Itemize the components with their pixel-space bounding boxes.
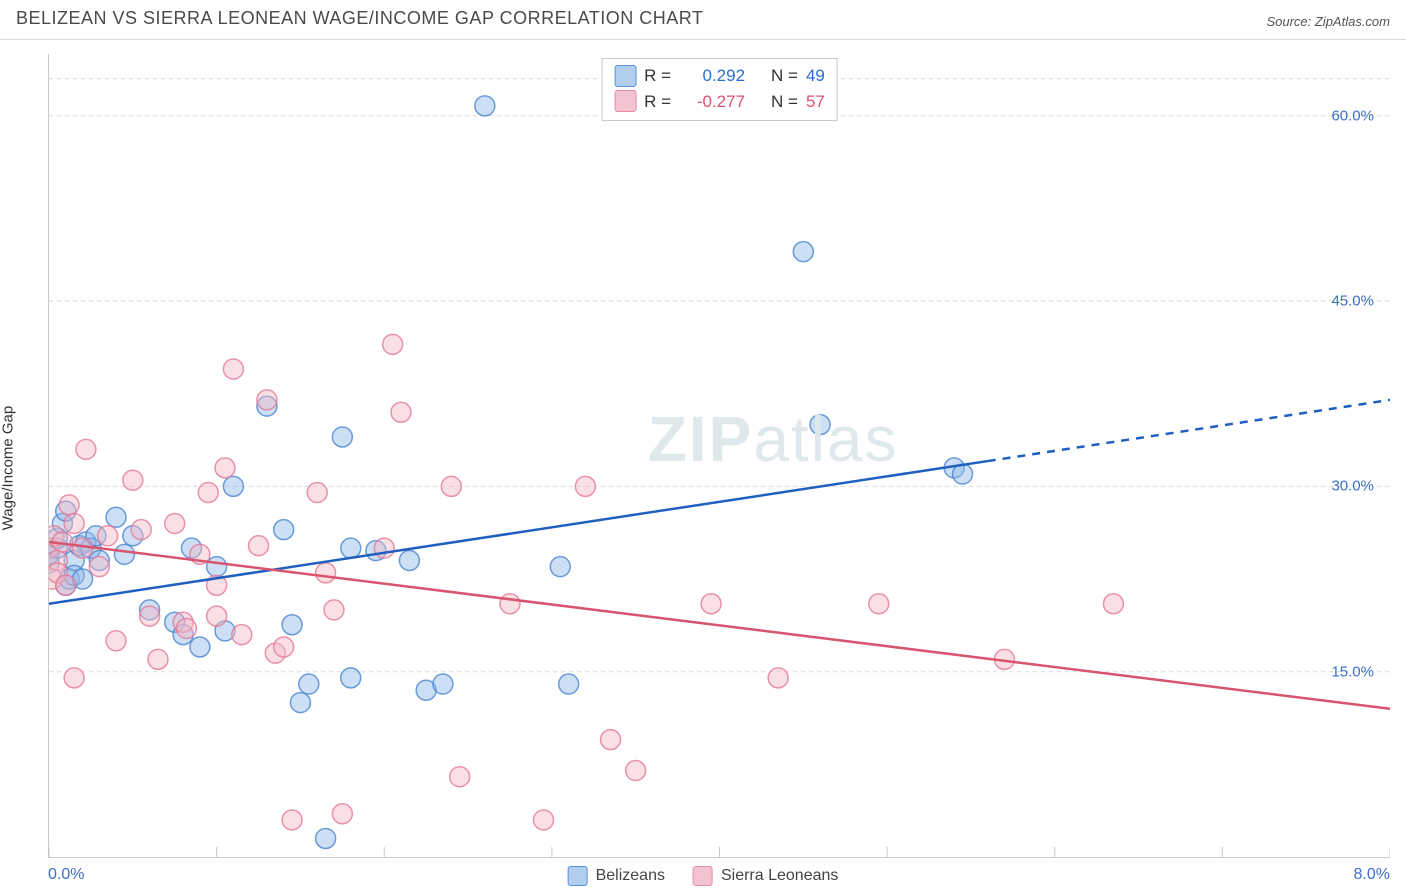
legend-label-pink: Sierra Leoneans [721, 867, 838, 885]
source-attribution: Source: ZipAtlas.com [1266, 14, 1390, 29]
legend-swatch-pink-icon [693, 866, 713, 886]
chart-header: BELIZEAN VS SIERRA LEONEAN WAGE/INCOME G… [0, 0, 1406, 40]
y-tick-label: 60.0% [1331, 107, 1380, 124]
corr-n-value-pink: 57 [806, 89, 825, 115]
chart-area: Wage/Income Gap R = 0.292 N = 49 R = -0.… [0, 44, 1406, 892]
y-tick-label: 30.0% [1331, 478, 1380, 495]
plot-region: R = 0.292 N = 49 R = -0.277 N = 57 ZIPat… [48, 54, 1390, 858]
legend-item-pink: Sierra Leoneans [693, 866, 838, 886]
correlation-row-blue: R = 0.292 N = 49 [614, 63, 825, 89]
scatter-chart-svg [49, 54, 1390, 857]
series-legend: Belizeans Sierra Leoneans [568, 866, 839, 886]
y-tick-label: 45.0% [1331, 293, 1380, 310]
x-tick-right: 8.0% [1354, 866, 1390, 884]
source-name: ZipAtlas.com [1315, 14, 1390, 29]
correlation-row-pink: R = -0.277 N = 57 [614, 89, 825, 115]
source-label: Source: [1266, 14, 1314, 29]
swatch-pink-icon [614, 90, 636, 112]
corr-r-value-blue: 0.292 [679, 63, 745, 89]
legend-label-blue: Belizeans [596, 867, 665, 885]
y-tick-label: 15.0% [1331, 663, 1380, 680]
correlation-legend: R = 0.292 N = 49 R = -0.277 N = 57 [601, 58, 838, 121]
legend-item-blue: Belizeans [568, 866, 665, 886]
swatch-blue-icon [614, 65, 636, 87]
y-axis-label: Wage/Income Gap [0, 406, 17, 531]
chart-title: BELIZEAN VS SIERRA LEONEAN WAGE/INCOME G… [16, 8, 703, 29]
corr-n-label-pink: N = [771, 89, 798, 115]
corr-n-label-blue: N = [771, 63, 798, 89]
corr-r-label-pink: R = [644, 89, 671, 115]
corr-r-label-blue: R = [644, 63, 671, 89]
legend-swatch-blue-icon [568, 866, 588, 886]
corr-n-value-blue: 49 [806, 63, 825, 89]
x-tick-left: 0.0% [48, 866, 84, 884]
corr-r-value-pink: -0.277 [679, 89, 745, 115]
